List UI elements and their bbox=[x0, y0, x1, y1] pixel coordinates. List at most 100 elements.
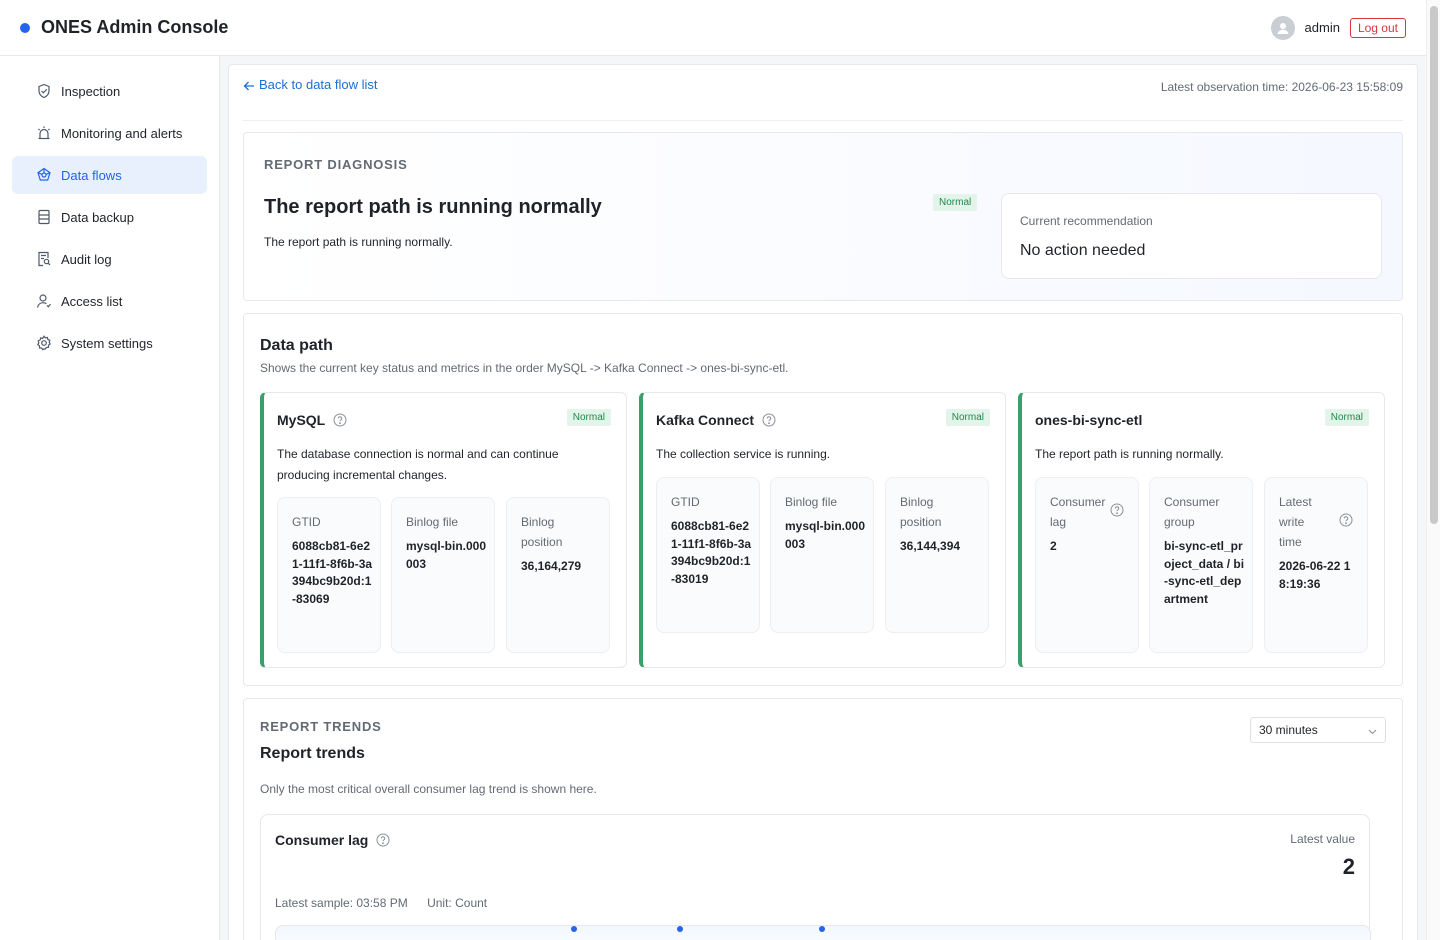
database-icon bbox=[38, 209, 50, 225]
chart-line bbox=[571, 926, 825, 932]
status-badge: Normal bbox=[933, 194, 978, 211]
metric-consumer-lag: Consumer lag 2 bbox=[1035, 477, 1139, 653]
status-badge: Normal bbox=[566, 409, 611, 426]
metric-value: 6088cb81-6e21-11f1-8f6b-3a394bc9b20d:1-8… bbox=[671, 519, 752, 586]
help-icon[interactable] bbox=[1110, 503, 1124, 517]
sidebar-item-label: Data flows bbox=[61, 167, 122, 183]
chart-meta: Latest sample: 03:58 PM Unit: Count bbox=[275, 896, 487, 910]
metric-label: Consumer lag bbox=[1050, 495, 1106, 529]
metric-value: 36,164,279 bbox=[521, 559, 582, 573]
avatar[interactable] bbox=[1270, 15, 1295, 40]
sidebar-item-system-settings[interactable]: System settings bbox=[12, 324, 207, 362]
sidebar-item-label: Monitoring and alerts bbox=[61, 125, 183, 141]
report-trends-card: REPORT TRENDS Report trends Only the mos… bbox=[243, 698, 1403, 940]
consumer-lag-chart-card: Consumer lag Latest value 2 Latest sampl… bbox=[260, 814, 1371, 940]
logout-button[interactable]: Log out bbox=[1349, 17, 1406, 38]
stage-description: The report path is running normally. bbox=[1035, 447, 1224, 461]
trends-title: Report trends bbox=[260, 745, 365, 762]
content-topbar: Back to data flow list Latest observatio… bbox=[243, 77, 1403, 121]
audit-log-icon bbox=[38, 251, 51, 267]
data-path-description: Shows the current key status and metrics… bbox=[260, 361, 789, 375]
metric-gtid: GTID 6088cb81-6e21-11f1-8f6b-3a394bc9b20… bbox=[277, 497, 381, 653]
sidebar-item-label: Access list bbox=[61, 293, 123, 309]
metric-label: Binlog file bbox=[406, 515, 459, 529]
user-icon bbox=[36, 294, 51, 308]
metric-label: Binlog file bbox=[785, 495, 838, 509]
metric-label: Binlog position bbox=[900, 495, 942, 529]
trends-description: Only the most critical overall consumer … bbox=[260, 782, 597, 796]
scrollbar-thumb[interactable] bbox=[1430, 6, 1438, 524]
stage-description: The database connection is normal and ca… bbox=[277, 447, 559, 482]
app-title: ONES Admin Console bbox=[41, 17, 229, 37]
sidebar-item-access-list[interactable]: Access list bbox=[12, 282, 207, 320]
chart-unit: Unit: Count bbox=[427, 896, 488, 910]
chart-point bbox=[571, 926, 577, 932]
user-avatar-icon bbox=[1277, 22, 1289, 34]
metric-value: 36,144,394 bbox=[900, 539, 961, 553]
sidebar-item-label: Data backup bbox=[61, 209, 134, 225]
metric-value: 2 bbox=[1050, 539, 1057, 553]
metric-latest-write-time: Latest write time 2026-06-22 18:19:36 bbox=[1264, 477, 1368, 653]
status-badge: Normal bbox=[945, 409, 990, 426]
back-to-list-link[interactable]: Back to data flow list bbox=[243, 77, 378, 120]
page-scrollbar[interactable] bbox=[1426, 0, 1440, 940]
data-flow-icon bbox=[37, 167, 51, 181]
metric-binlog-position: Binlog position 36,164,279 bbox=[506, 497, 610, 653]
stage-card-kafka-connect: Kafka Connect Normal The collection serv… bbox=[639, 392, 1006, 668]
chart-title-text: Consumer lag bbox=[275, 832, 369, 848]
sidebar-item-data-flows[interactable]: Data flows bbox=[12, 156, 207, 194]
sidebar-item-label: Audit log bbox=[61, 251, 112, 267]
status-badge: Normal bbox=[1324, 409, 1369, 426]
time-range-select[interactable]: 30 minutes bbox=[1250, 717, 1386, 743]
metric-value: 2026-06-22 18:19:36 bbox=[1279, 559, 1351, 591]
help-icon[interactable] bbox=[762, 413, 776, 427]
metric-label: Consumer group bbox=[1164, 495, 1220, 529]
diagnosis-title: The report path is running normally bbox=[264, 196, 602, 218]
recommendation-box: Current recommendation No action needed bbox=[1001, 193, 1382, 279]
observation-time: Latest observation time: 2026-06-23 15:5… bbox=[1160, 80, 1403, 94]
stage-title: Kafka Connect bbox=[656, 412, 776, 428]
main-content: Back to data flow list Latest observatio… bbox=[228, 64, 1418, 940]
sidebar-item-audit-log[interactable]: Audit log bbox=[12, 240, 207, 278]
metric-label: Binlog position bbox=[521, 515, 563, 549]
latest-sample: Latest sample: 03:58 PM bbox=[275, 896, 408, 910]
gear-icon bbox=[37, 335, 51, 351]
alarm-icon bbox=[38, 126, 50, 140]
sidebar-item-inspection[interactable]: Inspection bbox=[12, 72, 207, 110]
recommendation-label: Current recommendation bbox=[1020, 214, 1153, 228]
diagnosis-description: The report path is running normally. bbox=[264, 235, 453, 249]
metric-value: mysql-bin.000003 bbox=[406, 539, 487, 571]
stage-title: ones-bi-sync-etl bbox=[1035, 412, 1142, 428]
sidebar-item-monitoring[interactable]: Monitoring and alerts bbox=[12, 114, 207, 152]
chart-title: Consumer lag bbox=[275, 832, 390, 848]
metric-value: 6088cb81-6e21-11f1-8f6b-3a394bc9b20d:1-8… bbox=[292, 539, 373, 606]
help-icon[interactable] bbox=[333, 413, 347, 427]
sidebar-item-data-backup[interactable]: Data backup bbox=[12, 198, 207, 236]
metric-label: GTID bbox=[671, 495, 700, 509]
chevron-down-icon bbox=[1368, 729, 1377, 735]
shield-check-icon bbox=[38, 83, 50, 99]
sidebar: Inspection Monitoring and alerts Data fl… bbox=[0, 56, 220, 940]
user-menu: admin Log out bbox=[1270, 15, 1406, 40]
arrow-left-icon bbox=[243, 81, 254, 91]
stage-card-mysql: MySQL Normal The database connection is … bbox=[260, 392, 627, 668]
metric-label: Latest write time bbox=[1279, 495, 1312, 549]
metric-binlog-position: Binlog position 36,144,394 bbox=[885, 477, 989, 633]
stage-card-ones-bi-sync-etl: ones-bi-sync-etl Normal The report path … bbox=[1018, 392, 1385, 668]
metric-label: GTID bbox=[292, 515, 321, 529]
metric-binlog-file: Binlog file mysql-bin.000003 bbox=[770, 477, 874, 633]
latest-value: 2 bbox=[1342, 854, 1355, 879]
metric-value: mysql-bin.000003 bbox=[785, 519, 866, 551]
data-path-card: Data path Shows the current key status a… bbox=[243, 313, 1403, 686]
chart-plot-area bbox=[275, 925, 1371, 940]
report-diagnosis-card: REPORT DIAGNOSIS The report path is runn… bbox=[243, 132, 1403, 301]
help-icon[interactable] bbox=[376, 833, 390, 847]
latest-value-label: Latest value bbox=[1290, 832, 1355, 846]
username: admin bbox=[1304, 20, 1340, 35]
help-icon[interactable] bbox=[1339, 513, 1353, 527]
stage-description: The collection service is running. bbox=[656, 447, 831, 461]
stage-name: MySQL bbox=[277, 412, 326, 428]
recommendation-value: No action needed bbox=[1020, 242, 1146, 259]
metric-gtid: GTID 6088cb81-6e21-11f1-8f6b-3a394bc9b20… bbox=[656, 477, 760, 633]
sidebar-item-label: Inspection bbox=[61, 83, 121, 99]
